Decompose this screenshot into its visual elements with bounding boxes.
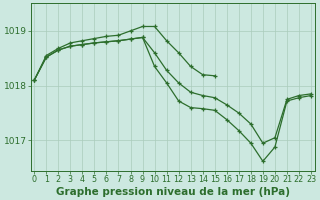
X-axis label: Graphe pression niveau de la mer (hPa): Graphe pression niveau de la mer (hPa) [56,187,290,197]
